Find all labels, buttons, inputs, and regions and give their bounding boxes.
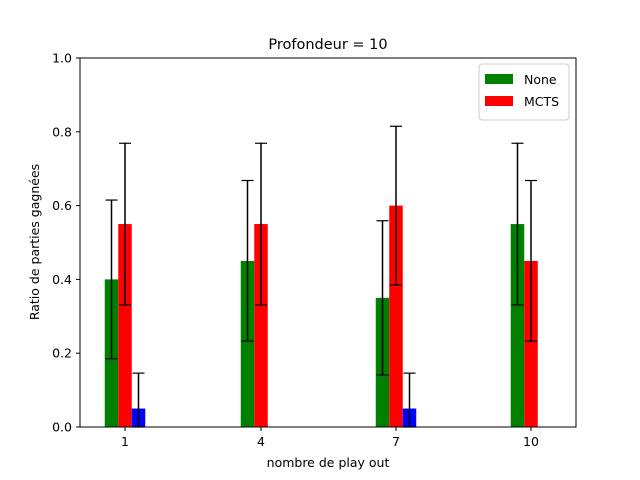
error-bar bbox=[390, 125, 402, 286]
y-tick-label: 0.4 bbox=[52, 272, 72, 287]
legend-entry: MCTS bbox=[485, 94, 559, 109]
x-tick-label: 4 bbox=[257, 434, 265, 449]
y-tick-label: 0.2 bbox=[52, 346, 72, 361]
error-bar bbox=[105, 199, 118, 360]
y-axis: 0.0 0.2 0.4 0.6 0.8 1.0 bbox=[52, 51, 80, 435]
x-axis-label: nombre de play out bbox=[267, 455, 390, 470]
y-tick-label: 0.8 bbox=[52, 124, 72, 139]
legend-entry: None bbox=[485, 72, 557, 87]
legend-swatch bbox=[485, 96, 513, 106]
error-bar bbox=[119, 142, 131, 306]
x-tick-label: 7 bbox=[392, 434, 400, 449]
bar bbox=[118, 224, 132, 427]
y-axis-label: Ratio de parties gagnées bbox=[27, 164, 42, 320]
y-tick-label: 1.0 bbox=[52, 51, 72, 66]
chart-title: Profondeur = 10 bbox=[268, 37, 387, 53]
x-tick-label: 10 bbox=[523, 434, 539, 449]
legend-label: MCTS bbox=[524, 94, 559, 109]
error-bar bbox=[241, 179, 254, 342]
y-tick-label: 0.6 bbox=[52, 198, 72, 213]
bar bbox=[510, 224, 525, 427]
legend-label: None bbox=[524, 72, 557, 87]
bar bbox=[240, 260, 255, 427]
x-tick-label: 1 bbox=[121, 434, 129, 449]
error-bar bbox=[525, 179, 537, 342]
plot-frame bbox=[79, 57, 577, 428]
error-bar bbox=[376, 220, 389, 376]
x-axis: 1 4 7 10 bbox=[121, 427, 539, 449]
bar bbox=[524, 260, 538, 427]
bar bbox=[389, 205, 403, 427]
legend-swatch bbox=[485, 74, 513, 84]
error-bar bbox=[255, 142, 267, 306]
legend: None MCTS bbox=[478, 63, 570, 121]
y-tick-label: 0.0 bbox=[52, 420, 72, 435]
bars-layer bbox=[104, 205, 538, 427]
error-bar bbox=[511, 142, 524, 306]
error-bars-layer bbox=[105, 125, 537, 428]
bar bbox=[254, 224, 268, 427]
